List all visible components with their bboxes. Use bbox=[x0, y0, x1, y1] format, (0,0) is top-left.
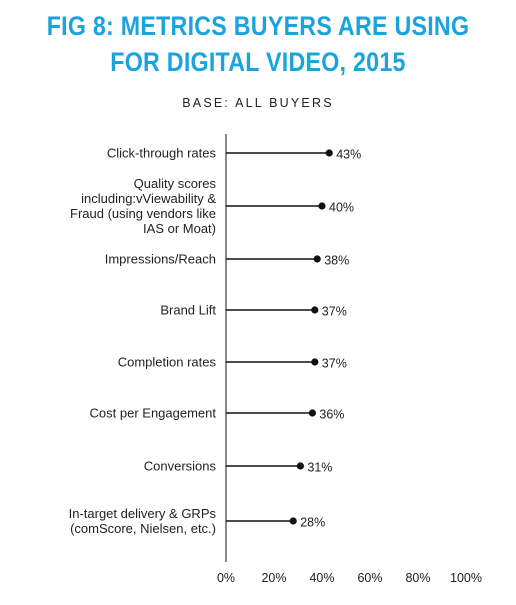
data-label: 37% bbox=[322, 357, 347, 371]
data-point bbox=[325, 149, 333, 157]
data-label: 38% bbox=[324, 254, 349, 268]
category-label: Cost per Engagement bbox=[90, 406, 217, 421]
category-label: Impressions/Reach bbox=[105, 252, 216, 267]
chart-title-line: FIG 8: METRICS BUYERS ARE USING bbox=[46, 11, 470, 41]
x-tick-label: 80% bbox=[405, 571, 430, 585]
data-label: 40% bbox=[329, 201, 354, 215]
chart-title: FIG 8: METRICS BUYERS ARE USING FOR DIGI… bbox=[36, 8, 480, 80]
x-tick-label: 20% bbox=[261, 571, 286, 585]
category-label-line: Fraud (using vendors like bbox=[70, 206, 216, 221]
data-point bbox=[289, 517, 297, 525]
category-label: Brand Lift bbox=[160, 303, 216, 318]
data-label: 28% bbox=[300, 516, 325, 530]
category-label-line: Cost per Engagement bbox=[90, 406, 217, 421]
category-label-line: IAS or Moat) bbox=[143, 221, 216, 236]
category-label: Click-through rates bbox=[107, 146, 217, 161]
category-label-line: Impressions/Reach bbox=[105, 252, 216, 267]
category-label-line: Click-through rates bbox=[107, 146, 217, 161]
x-tick-label: 40% bbox=[309, 571, 334, 585]
category-label: Quality scores including:vViewability & Fr… bbox=[70, 176, 216, 236]
data-label: 31% bbox=[307, 461, 332, 475]
category-label-line: Quality scores bbox=[134, 176, 217, 191]
category-label-line: (comScore, Nielsen, etc.) bbox=[70, 521, 216, 536]
category-label: Conversions bbox=[144, 459, 217, 474]
category-label: In-target delivery & GRPs (comScore, Niel… bbox=[69, 506, 217, 536]
x-tick-label: 0% bbox=[217, 571, 235, 585]
category-label: Completion rates bbox=[118, 355, 217, 370]
category-label-line: In-target delivery & GRPs bbox=[69, 506, 217, 521]
data-point bbox=[311, 306, 319, 314]
chart-title-line: FOR DIGITAL VIDEO, 2015 bbox=[110, 47, 406, 77]
category-label-line: Completion rates bbox=[118, 355, 217, 370]
x-tick-label: 60% bbox=[357, 571, 382, 585]
data-label: 37% bbox=[322, 305, 347, 319]
data-point bbox=[311, 358, 319, 366]
category-label-line: Brand Lift bbox=[160, 303, 216, 318]
data-point bbox=[308, 409, 316, 417]
x-tick-label: 100% bbox=[450, 571, 482, 585]
data-label: 36% bbox=[319, 408, 344, 422]
data-point bbox=[313, 255, 321, 263]
data-point bbox=[296, 462, 304, 470]
data-point bbox=[318, 202, 326, 210]
category-label-line: including:vViewability & bbox=[81, 191, 216, 206]
data-label: 43% bbox=[336, 148, 361, 162]
category-label-line: Conversions bbox=[144, 459, 217, 474]
chart-subtitle: BASE: ALL BUYERS bbox=[182, 96, 334, 110]
